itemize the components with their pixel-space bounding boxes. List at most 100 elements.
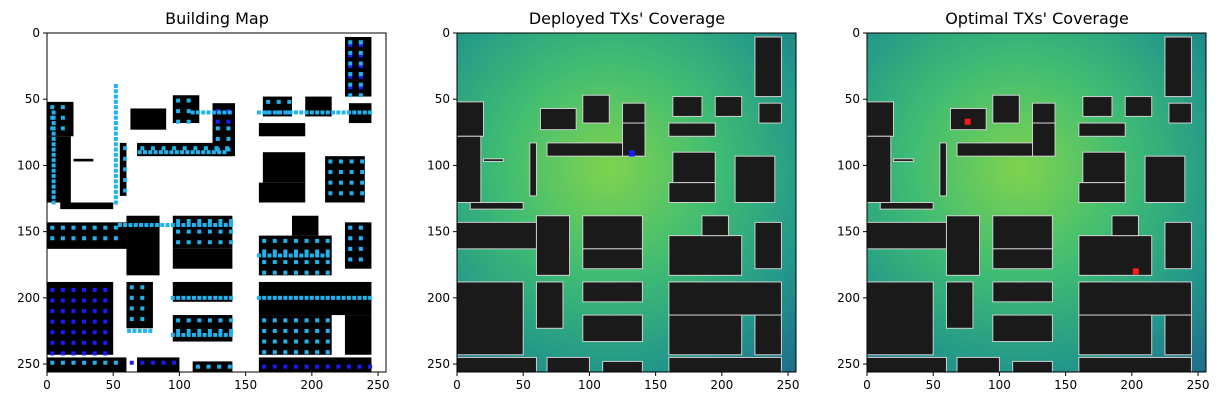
edge-candidate-marker	[51, 179, 56, 184]
roof-candidate-marker	[283, 364, 288, 369]
building-block	[535, 281, 564, 329]
roof-candidate-marker	[348, 42, 353, 47]
edge-candidate-marker	[304, 110, 309, 115]
panel-title-optimal-coverage: Optimal TXs' Coverage	[945, 9, 1129, 28]
edge-candidate-marker	[315, 328, 320, 333]
x-tick-label: 200	[1120, 378, 1143, 392]
edge-candidate-marker	[348, 40, 353, 45]
roof-candidate-marker	[368, 364, 373, 369]
x-tick-label: 150	[1054, 378, 1077, 392]
edge-candidate-marker	[202, 223, 207, 228]
building-block	[60, 202, 114, 210]
roof-candidate-marker	[50, 298, 55, 303]
building-block	[1078, 281, 1192, 316]
roof-candidate-marker	[348, 85, 353, 90]
building-block	[1164, 314, 1192, 356]
edge-candidate-marker	[299, 253, 304, 258]
edge-candidate-marker	[50, 225, 55, 230]
building-block	[1164, 221, 1192, 270]
edge-candidate-marker	[181, 332, 186, 337]
roof-candidate-marker	[60, 330, 65, 335]
edge-candidate-marker	[304, 339, 309, 344]
edge-candidate-marker	[140, 317, 145, 322]
roof-candidate-marker	[50, 330, 55, 335]
edge-candidate-marker	[325, 339, 330, 344]
edge-candidate-marker	[129, 317, 134, 322]
edge-candidate-marker	[349, 180, 354, 185]
edge-candidate-marker	[352, 295, 357, 300]
edge-candidate-marker	[213, 295, 218, 300]
edge-candidate-marker	[51, 158, 56, 163]
edge-candidate-marker	[229, 318, 234, 323]
roof-candidate-marker	[172, 360, 177, 365]
building-block	[1078, 182, 1126, 203]
edge-candidate-marker	[150, 146, 155, 151]
edge-candidate-marker	[207, 240, 212, 245]
edge-candidate-marker	[213, 223, 218, 228]
edge-candidate-marker	[341, 110, 346, 115]
building-block	[945, 215, 981, 276]
edge-candidate-marker	[60, 115, 65, 120]
edge-candidate-marker	[256, 295, 261, 300]
edge-candidate-marker	[283, 110, 288, 115]
edge-candidate-marker	[82, 360, 87, 365]
edge-candidate-marker	[206, 150, 211, 155]
edge-candidate-marker	[227, 110, 232, 115]
roof-candidate-marker	[103, 340, 108, 345]
edge-candidate-marker	[170, 295, 175, 300]
edge-candidate-marker	[123, 156, 128, 161]
roof-candidate-marker	[82, 340, 87, 345]
edge-candidate-marker	[349, 159, 354, 164]
y-tick-label: 100	[427, 158, 450, 172]
roof-candidate-marker	[272, 364, 277, 369]
edge-candidate-marker	[262, 253, 267, 258]
roof-candidate-marker	[60, 309, 65, 314]
edge-candidate-marker	[348, 225, 353, 230]
edge-candidate-marker	[293, 249, 298, 254]
roof-candidate-marker	[103, 330, 108, 335]
y-tick-label: 250	[427, 357, 450, 371]
edge-candidate-marker	[315, 350, 320, 355]
edge-candidate-marker	[170, 332, 175, 337]
edge-candidate-marker	[331, 110, 336, 115]
edge-candidate-marker	[368, 295, 373, 300]
edge-candidate-marker	[71, 360, 76, 365]
edge-candidate-marker	[267, 110, 272, 115]
edge-candidate-marker	[272, 350, 277, 355]
edge-candidate-marker	[315, 249, 320, 254]
edge-candidate-marker	[176, 318, 181, 323]
edge-candidate-marker	[293, 238, 298, 243]
edge-candidate-marker	[320, 253, 325, 258]
roof-candidate-marker	[336, 364, 341, 369]
edge-candidate-marker	[197, 229, 202, 234]
edge-candidate-marker	[207, 328, 212, 333]
roof-candidate-marker	[71, 351, 76, 356]
y-tick-label: 150	[427, 225, 450, 239]
y-tick-label: 100	[17, 158, 40, 172]
roof-candidate-marker	[82, 330, 87, 335]
x-tick-label: 100	[168, 378, 191, 392]
edge-candidate-marker	[349, 170, 354, 175]
x-tick-label: 0	[863, 378, 871, 392]
edge-candidate-marker	[207, 219, 212, 224]
edge-candidate-marker	[51, 121, 56, 126]
roof-candidate-marker	[348, 74, 353, 79]
edge-candidate-marker	[309, 110, 314, 115]
edge-candidate-marker	[218, 219, 223, 224]
edge-candidate-marker	[142, 328, 147, 333]
edge-candidate-marker	[276, 99, 281, 104]
roof-candidate-marker	[82, 287, 87, 292]
edge-candidate-marker	[299, 295, 304, 300]
edge-candidate-marker	[293, 339, 298, 344]
edge-candidate-marker	[278, 110, 283, 115]
edge-candidate-marker	[140, 285, 145, 290]
edge-candidate-marker	[352, 110, 357, 115]
building-block	[992, 314, 1053, 343]
roof-candidate-marker	[129, 360, 134, 365]
edge-candidate-marker	[315, 339, 320, 344]
roof-candidate-marker	[71, 340, 76, 345]
roof-candidate-marker	[50, 287, 55, 292]
y-tick-label: 200	[17, 291, 40, 305]
roof-candidate-marker	[71, 287, 76, 292]
